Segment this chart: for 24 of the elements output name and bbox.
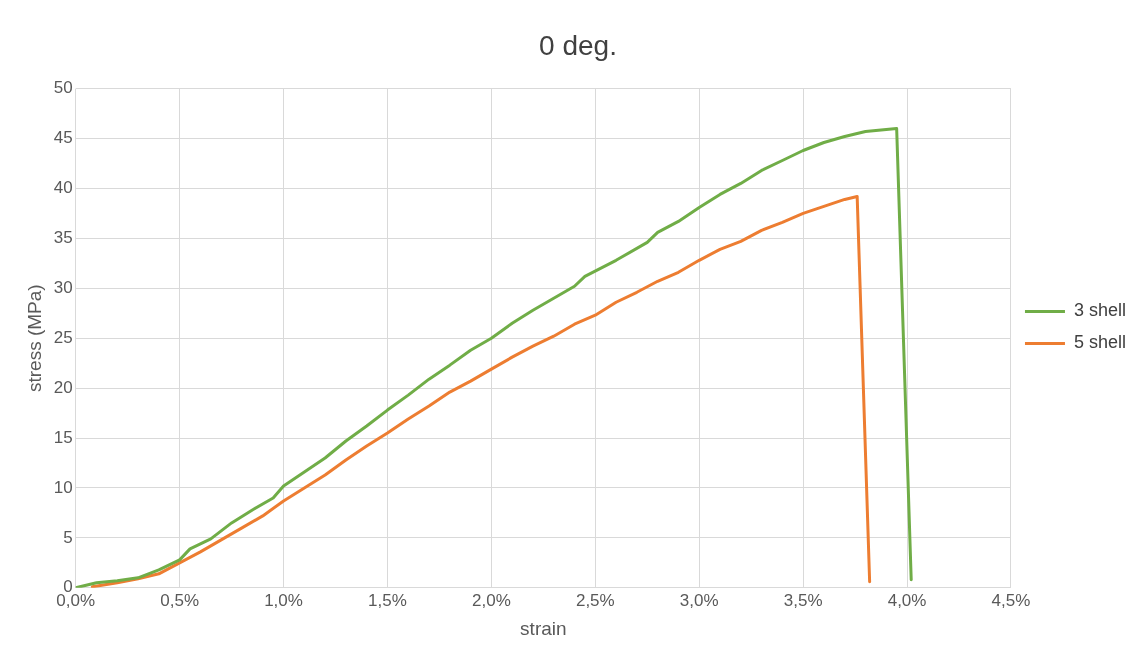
legend-label: 5 shell <box>1073 332 1126 353</box>
y-axis-title: stress (MPa) <box>23 284 45 393</box>
y-tick-label: 10 <box>53 477 73 497</box>
x-axis-title: strain <box>520 617 567 639</box>
x-tick-label: 0,5% <box>160 590 199 610</box>
y-tick-label: 5 <box>63 527 73 547</box>
y-tick-label: 20 <box>53 377 73 397</box>
y-tick-label: 35 <box>53 228 73 248</box>
x-tick-label: 3,5% <box>783 590 823 610</box>
x-tick-label: 1,5% <box>368 590 407 610</box>
x-tick-label: 4,5% <box>991 590 1031 610</box>
y-tick-label: 15 <box>53 427 73 447</box>
y-tick-label: 30 <box>53 277 73 297</box>
x-tick-label: 1,0% <box>264 590 303 610</box>
x-tick-label: 4,0% <box>887 590 927 610</box>
x-tick-label: 2,5% <box>575 590 615 610</box>
y-tick-label: 45 <box>53 128 73 148</box>
y-tick-label: 25 <box>53 327 73 347</box>
x-tick-label: 2,0% <box>472 590 511 610</box>
legend-label: 3 shell <box>1073 300 1126 321</box>
x-tick-label: 3,0% <box>679 590 719 610</box>
chart-title: 0 deg. <box>539 29 617 61</box>
y-tick-label: 40 <box>53 178 73 198</box>
y-tick-label: 50 <box>53 78 73 98</box>
